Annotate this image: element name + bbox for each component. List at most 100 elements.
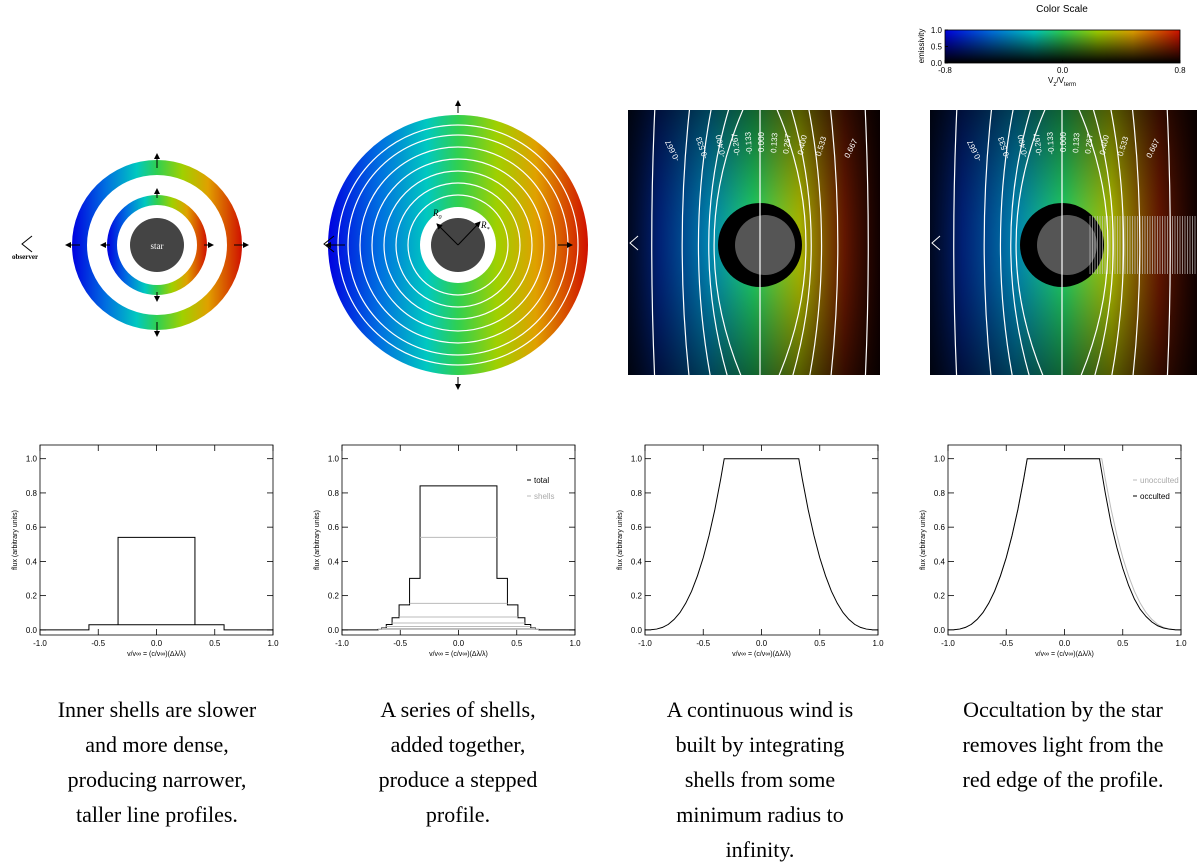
contour — [983, 110, 993, 375]
caption: Occultation by the star — [963, 697, 1163, 722]
plot-frame — [947, 444, 1182, 636]
caption: added together, — [391, 732, 526, 757]
contour — [776, 110, 807, 375]
y-tick-label: 1.0 — [26, 455, 38, 464]
occultation-panel: -0.667 -0.533 -0.400 -0.267 -0.133 0.000 0.133… — [930, 110, 1197, 375]
contour — [1131, 110, 1141, 375]
caption: shells from some — [685, 767, 835, 792]
x-tick-label: 1.0 — [569, 639, 581, 648]
contour — [790, 110, 812, 375]
y-tick-label: 0.8 — [328, 489, 340, 498]
x-tick-label: 0.5 — [814, 639, 826, 648]
x-tick-label: 1.0 — [1175, 639, 1187, 648]
x-tick-label: -0.5 — [91, 639, 105, 648]
contour — [708, 110, 730, 375]
contour — [829, 110, 839, 375]
color-scale-ylabel: emissivity — [917, 29, 926, 64]
contour-label: 0.133 — [769, 132, 779, 153]
y-tick-label: 0.5 — [931, 43, 943, 52]
diagram-shell-series: R0 R* — [323, 100, 588, 390]
y-tick-label: 1.0 — [328, 455, 340, 464]
color-scale-title: Color Scale — [1036, 4, 1088, 15]
caption: A continuous wind is — [667, 697, 853, 722]
contour — [1092, 110, 1114, 375]
plot-frame — [644, 444, 879, 636]
y-axis-label: flux (arbitrary units) — [12, 510, 19, 570]
y-axis-label: flux (arbitrary units) — [314, 510, 321, 570]
contour-label: 0.400 — [1098, 134, 1111, 156]
x-tick-label: -0.5 — [696, 639, 710, 648]
contour — [1166, 110, 1171, 375]
x-tick-label: 0.0 — [151, 639, 163, 648]
y-tick-label: 0.4 — [26, 557, 38, 566]
x-tick-label: -1.0 — [33, 639, 47, 648]
contour-label: -0.133 — [743, 131, 754, 155]
x-axis-label: v/v∞ = (c/v∞)(Δλ/λ) — [732, 651, 791, 658]
line — [117, 536, 196, 625]
x-tick-label: 0.0 — [1057, 66, 1069, 75]
caption: producing narrower, — [68, 767, 247, 792]
contour-label: 0.000 — [1059, 131, 1068, 152]
y-tick-label: 0.2 — [631, 592, 643, 601]
y-tick-label: 0.2 — [26, 592, 38, 601]
contour — [999, 110, 1014, 375]
contour — [697, 110, 712, 375]
x-axis-label: v/v∞ = (c/v∞)(Δλ/λ) — [1035, 651, 1094, 658]
contour — [864, 110, 869, 375]
caption: built by integrating — [676, 732, 845, 757]
y-tick-label: 1.0 — [631, 455, 643, 464]
diagram-shells: star observer — [12, 153, 249, 337]
line — [947, 458, 1182, 631]
wind-panel: -0.667 -0.533 -0.400 -0.267 -0.133 0.000 0.133… — [628, 110, 880, 375]
caption: produce a stepped — [379, 767, 538, 792]
y-tick-label: 0.0 — [931, 59, 943, 68]
y-axis-label: flux (arbitrary units) — [617, 510, 624, 570]
contour — [1015, 110, 1046, 375]
x-tick-label: -0.5 — [999, 639, 1013, 648]
color-scale-xlabel: Vz/Vterm — [1048, 76, 1076, 88]
color-scale: Color Scale emissivity Vz/Vterm — [917, 4, 1181, 88]
observer-label: observer — [12, 253, 38, 261]
y-tick-label: 0.6 — [328, 523, 340, 532]
y-tick-label: 0.6 — [631, 523, 643, 532]
x-tick-label: 1.0 — [872, 639, 884, 648]
x-tick-label: 1.0 — [267, 639, 279, 648]
caption: removes light from the — [962, 732, 1163, 757]
y-tick-label: 0.6 — [26, 523, 38, 532]
contour — [1010, 110, 1032, 375]
x-tick-label: 0.5 — [511, 639, 523, 648]
contour-label: 0.267 — [1083, 133, 1095, 155]
contour-label: -0.267 — [1032, 132, 1044, 156]
y-axis-label: flux (arbitrary units) — [920, 510, 927, 570]
line — [378, 536, 539, 630]
x-axis-label: v/v∞ = (c/v∞)(Δλ/λ) — [429, 651, 488, 658]
contour — [808, 110, 823, 375]
y-tick-label: 1.0 — [931, 26, 943, 35]
y-tick-label: 1.0 — [934, 455, 946, 464]
x-tick-label: 0.0 — [1059, 639, 1071, 648]
contour-label: -0.267 — [730, 132, 742, 156]
y-tick-label: 0.0 — [631, 626, 643, 635]
x-tick-label: -0.8 — [938, 66, 952, 75]
x-tick-label: -1.0 — [638, 639, 652, 648]
caption: Inner shells are slower — [58, 697, 257, 722]
line — [40, 624, 273, 631]
legend-label: total — [534, 476, 549, 485]
x-tick-label: -0.5 — [393, 639, 407, 648]
y-tick-label: 0.8 — [631, 489, 643, 498]
y-tick-label: 0.0 — [26, 626, 38, 635]
star-label: star — [151, 241, 164, 251]
legend-label: occulted — [1140, 492, 1170, 501]
legend-label: shells — [534, 492, 554, 501]
caption: red edge of the profile. — [963, 767, 1164, 792]
y-tick-label: 0.4 — [328, 557, 340, 566]
line — [342, 485, 575, 631]
caption: taller line profiles. — [76, 802, 238, 827]
x-tick-label: 0.0 — [453, 639, 465, 648]
line — [644, 458, 879, 631]
caption: A series of shells, — [380, 697, 535, 722]
star — [130, 218, 184, 272]
contour — [1078, 110, 1109, 375]
contour-label: 0.267 — [781, 133, 793, 155]
